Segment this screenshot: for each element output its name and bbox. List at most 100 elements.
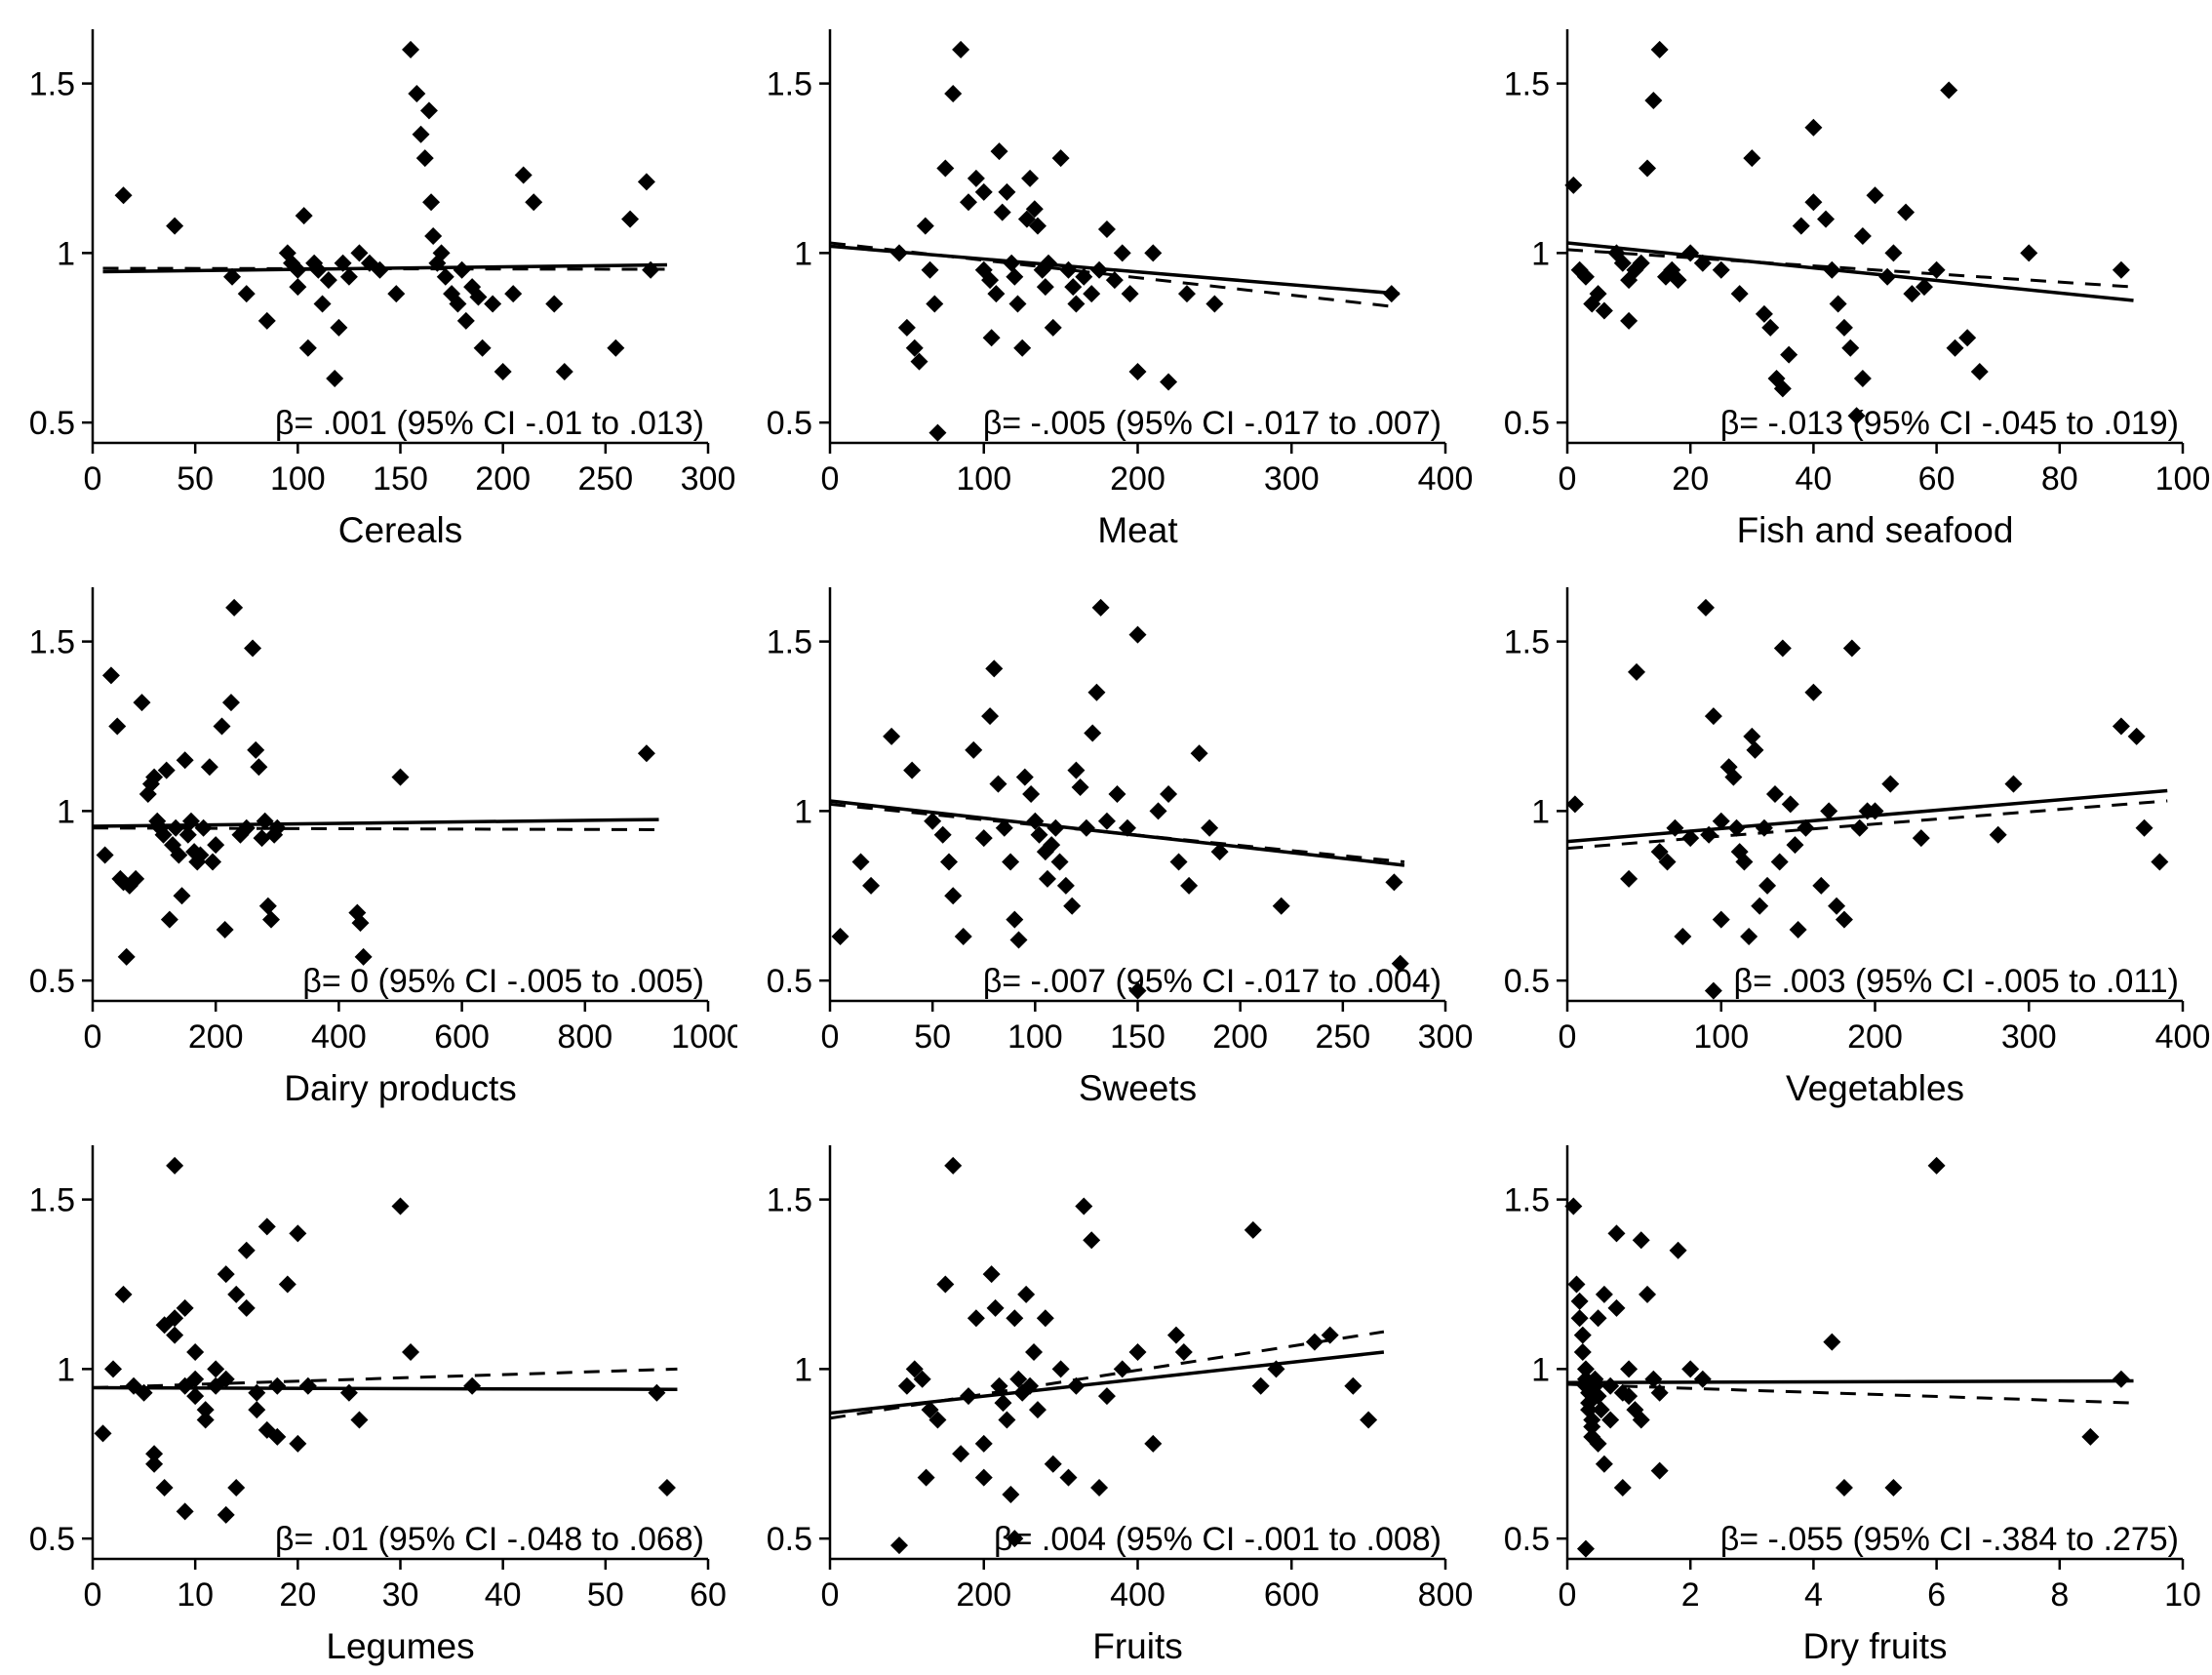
- scatter-point: [170, 846, 188, 864]
- scatter-point: [936, 159, 955, 178]
- scatter-point: [1174, 1343, 1193, 1361]
- regression-line-solid: [829, 244, 1400, 296]
- scatter-point: [1850, 818, 1869, 837]
- scatter-point: [1180, 876, 1199, 895]
- scatter-point: [1761, 318, 1780, 337]
- scatter-point: [1028, 1401, 1047, 1419]
- y-tick-label: 0.5: [29, 1521, 75, 1558]
- scatter-point: [1108, 785, 1126, 803]
- scatter-point: [278, 1275, 296, 1294]
- scatter-point: [1989, 825, 2007, 844]
- y-tick-label: 1: [57, 235, 75, 272]
- scatter-point: [196, 1411, 215, 1429]
- scatter-point: [1693, 254, 1712, 272]
- scatter-point: [1626, 1401, 1644, 1419]
- scatter-point: [1903, 285, 1921, 303]
- x-tick-label: 0: [1559, 1576, 1577, 1614]
- scatter-point: [473, 339, 492, 357]
- scatter-point: [1033, 260, 1051, 279]
- scatter-point: [145, 768, 164, 786]
- scatter-point: [1583, 1417, 1601, 1436]
- scatter-point: [422, 193, 441, 212]
- scatter-point: [247, 740, 265, 759]
- scatter-point: [1128, 981, 1147, 1000]
- scatter-point: [1051, 1360, 1070, 1378]
- scatter-point: [419, 101, 438, 120]
- scatter-point: [237, 285, 256, 303]
- scatter-point: [1044, 1455, 1062, 1473]
- scatter-point: [237, 1241, 256, 1259]
- x-tick-label: 100: [270, 460, 326, 498]
- scatter-point: [248, 1401, 266, 1419]
- scatter-point: [1770, 853, 1789, 871]
- scatter-point: [1607, 1298, 1626, 1317]
- scatter-point: [1595, 301, 1613, 320]
- scatter-point: [1650, 843, 1669, 861]
- scatter-point: [1620, 1387, 1639, 1406]
- scatter-point: [1601, 1411, 1620, 1429]
- scatter-point: [1097, 220, 1116, 239]
- scatter-point: [1565, 795, 1584, 814]
- scatter-point: [204, 853, 222, 871]
- scatter-point: [1097, 1387, 1116, 1406]
- subplot-meat: 0.5 1 1.5 0 100 200 300 400 β= -.005 (95% CI -.0…: [767, 29, 1473, 550]
- scatter-point: [227, 1479, 246, 1497]
- scatter-point: [913, 1370, 931, 1388]
- x-tick-label: 300: [1418, 1018, 1474, 1056]
- subplot-legumes: 0.5 1 1.5 0 10 20 30 40 50 60 β= .01 (95% CI -.048…: [29, 1145, 727, 1666]
- scatter-point: [1576, 267, 1595, 286]
- scatter-point: [1841, 339, 1860, 357]
- scatter-point: [1835, 1479, 1853, 1497]
- scatter-point: [1644, 91, 1663, 109]
- scatter-point: [108, 717, 127, 736]
- scatter-point: [1632, 1411, 1650, 1429]
- scatter-point: [883, 727, 901, 745]
- beta-annotation: β= .004 (95% CI -.001 to .008): [994, 1521, 1442, 1558]
- scatter-point: [1828, 897, 1846, 915]
- subplot-sweets: 0.5 1 1.5 0 50 100 150 200 250 300 β= -.007 (95% C…: [767, 587, 1474, 1108]
- y-tick-label: 1: [57, 793, 75, 830]
- y-tick-label: 1: [1531, 1351, 1550, 1388]
- scatter-point: [1595, 1285, 1613, 1303]
- x-tick-label: 20: [279, 1576, 316, 1614]
- scatter-point: [1002, 853, 1020, 871]
- scatter-point: [1144, 1434, 1163, 1453]
- scatter-point: [387, 285, 406, 303]
- scatter-point: [1083, 1231, 1101, 1250]
- scatter-point: [967, 169, 985, 187]
- scatter-point: [412, 125, 430, 143]
- x-tick-label: 0: [821, 460, 840, 498]
- regression-line-solid: [1566, 788, 2168, 844]
- scatter-point: [648, 1383, 666, 1402]
- scatter-point: [993, 203, 1011, 221]
- scatter-point: [207, 1360, 225, 1378]
- scatter-point: [928, 423, 947, 442]
- scatter-point: [1251, 1376, 1270, 1395]
- scatter-point: [1897, 203, 1916, 221]
- scatter-point: [1740, 927, 1758, 945]
- scatter-point: [1036, 278, 1054, 297]
- scatter-point: [1051, 149, 1070, 168]
- scatter-point: [1781, 795, 1799, 814]
- scatter-point: [225, 598, 244, 617]
- x-tick-label: 800: [557, 1018, 612, 1056]
- y-tick-label: 1.5: [1504, 66, 1550, 103]
- scatter-point: [990, 142, 1008, 161]
- x-tick-label: 60: [1918, 460, 1955, 498]
- x-axis-title: Cereals: [338, 510, 463, 550]
- scatter-point: [981, 707, 1000, 726]
- x-tick-label: 8: [2050, 1576, 2069, 1614]
- subplot-fruits: 0.5 1 1.5 0 200 400 600 800 β= .004 (95% CI -.00…: [767, 1145, 1473, 1666]
- scatter-point: [1866, 186, 1884, 205]
- scatter-point: [1927, 1156, 1946, 1175]
- scatter-point: [1773, 379, 1792, 398]
- scatter-point: [657, 1479, 676, 1497]
- y-tick-label: 0.5: [767, 1521, 812, 1558]
- x-tick-label: 0: [821, 1018, 840, 1056]
- scatter-point: [967, 1309, 985, 1328]
- beta-annotation: β= .003 (95% CI -.005 to .011): [1734, 963, 2179, 1000]
- scatter-point: [897, 1376, 916, 1395]
- scatter-point: [1090, 1479, 1109, 1497]
- scatter-point: [1067, 761, 1086, 779]
- scatter-point: [1696, 598, 1715, 617]
